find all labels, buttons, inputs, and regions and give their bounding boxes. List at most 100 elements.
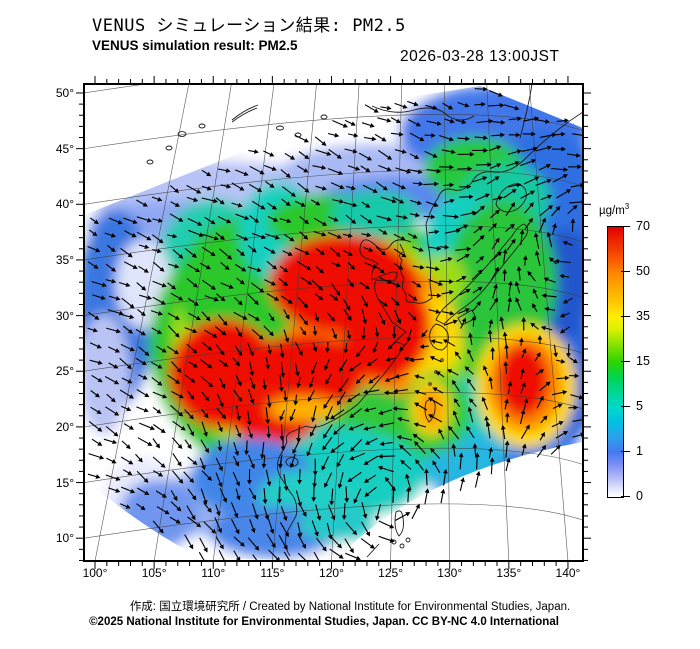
wind-arrow bbox=[90, 217, 99, 225]
wind-arrow bbox=[466, 425, 475, 439]
wind-arrow bbox=[361, 232, 372, 238]
wind-arrow bbox=[204, 329, 218, 338]
wind-arrow bbox=[519, 409, 526, 425]
wind-arrow bbox=[455, 224, 469, 231]
wind-arrow bbox=[92, 294, 106, 300]
wind-arrow bbox=[325, 373, 332, 385]
wind-arrow bbox=[296, 165, 309, 173]
wind-arrow bbox=[520, 382, 526, 394]
wind-arrow bbox=[412, 246, 424, 252]
wind-arrow bbox=[394, 102, 408, 109]
wind-arrow bbox=[408, 311, 417, 321]
map-axis-ticks bbox=[76, 76, 591, 569]
wind-arrow bbox=[282, 250, 293, 256]
wind-arrow bbox=[343, 342, 349, 354]
coast-palawan bbox=[366, 543, 380, 558]
wind-arrow bbox=[363, 136, 377, 142]
wind-arrow bbox=[458, 452, 464, 470]
wind-arrow bbox=[441, 310, 455, 316]
wind-arrow bbox=[508, 116, 522, 122]
wind-arrow bbox=[453, 398, 461, 408]
concentration-field bbox=[85, 86, 582, 560]
wind-arrow bbox=[333, 424, 345, 435]
wind-arrow bbox=[135, 328, 146, 336]
wind-arrow bbox=[489, 209, 500, 219]
wind-arrow bbox=[372, 341, 379, 354]
wind-arrow bbox=[423, 214, 436, 220]
x-axis-label: 120° bbox=[319, 566, 344, 580]
wind-arrow bbox=[314, 136, 327, 146]
wind-arrow bbox=[104, 376, 120, 385]
wind-arrow bbox=[247, 343, 254, 357]
wind-arrow bbox=[152, 406, 162, 414]
wind-arrow bbox=[360, 214, 373, 224]
wind-arrow bbox=[430, 339, 443, 344]
wind-arrow bbox=[562, 297, 573, 304]
wind-arrow bbox=[411, 281, 422, 288]
wind-arrow bbox=[201, 197, 219, 204]
wind-arrow bbox=[474, 101, 486, 107]
wind-arrow bbox=[215, 197, 225, 205]
wind-arrow bbox=[343, 201, 358, 208]
wind-arrow bbox=[294, 362, 300, 377]
wind-arrow bbox=[199, 358, 213, 369]
wind-arrow bbox=[283, 309, 290, 320]
wind-arrow bbox=[399, 444, 412, 457]
wind-arrow bbox=[279, 522, 289, 538]
wind-arrow bbox=[298, 502, 307, 517]
wind-arrow bbox=[152, 456, 166, 468]
wind-arrow bbox=[553, 344, 558, 358]
wind-arrow bbox=[566, 343, 571, 358]
wind-arrow bbox=[552, 174, 568, 183]
wind-arrow bbox=[407, 100, 419, 107]
wind-arrow bbox=[278, 278, 289, 286]
wind-arrow bbox=[521, 146, 538, 152]
wind-arrow bbox=[428, 245, 442, 251]
wind-arrow bbox=[360, 538, 375, 549]
wind-arrow bbox=[562, 240, 573, 246]
wind-arrow bbox=[169, 516, 181, 524]
wind-arrow bbox=[279, 265, 289, 273]
wind-arrow bbox=[364, 262, 378, 269]
wind-arrow bbox=[441, 149, 456, 155]
wind-arrow bbox=[336, 453, 345, 468]
wind-arrow bbox=[312, 326, 318, 336]
wind-arrow bbox=[393, 248, 407, 258]
wind-arrow bbox=[249, 361, 255, 377]
wind-arrow bbox=[338, 378, 349, 393]
wind-arrow bbox=[264, 164, 277, 171]
wind-arrow bbox=[488, 447, 493, 459]
wind-arrow bbox=[363, 389, 380, 395]
wind-arrow bbox=[520, 190, 536, 199]
colorbar-gradient bbox=[607, 226, 624, 498]
wind-arrow bbox=[406, 328, 413, 343]
colorbar-tick-label: 15 bbox=[636, 354, 650, 368]
wind-arrow bbox=[428, 397, 443, 407]
wind-arrow bbox=[485, 421, 491, 439]
wind-arrow bbox=[460, 210, 477, 217]
wind-arrow bbox=[328, 148, 342, 159]
y-axis-label: 50° bbox=[55, 86, 74, 100]
wind-arrow bbox=[200, 375, 214, 388]
wind-arrow bbox=[119, 357, 132, 370]
wind-arrow bbox=[313, 551, 322, 560]
wind-arrow bbox=[299, 231, 309, 240]
wind-arrow bbox=[172, 420, 186, 431]
wind-arrow bbox=[263, 325, 274, 337]
wind-arrow bbox=[407, 233, 418, 239]
wind-arrow bbox=[121, 297, 135, 309]
wind-arrow bbox=[235, 264, 247, 272]
wind-arrow bbox=[520, 424, 530, 440]
wind-arrow bbox=[326, 522, 333, 540]
wind-arrow bbox=[468, 332, 473, 346]
wind-arrow bbox=[233, 455, 240, 467]
wind-arrow bbox=[311, 520, 319, 537]
wind-arrow bbox=[534, 352, 541, 362]
wind-arrow bbox=[346, 330, 352, 340]
wind-arrow bbox=[486, 176, 500, 185]
lake bbox=[198, 123, 206, 129]
wind-arrow bbox=[279, 409, 285, 421]
wind-arrow bbox=[119, 389, 134, 399]
lake bbox=[177, 131, 187, 137]
